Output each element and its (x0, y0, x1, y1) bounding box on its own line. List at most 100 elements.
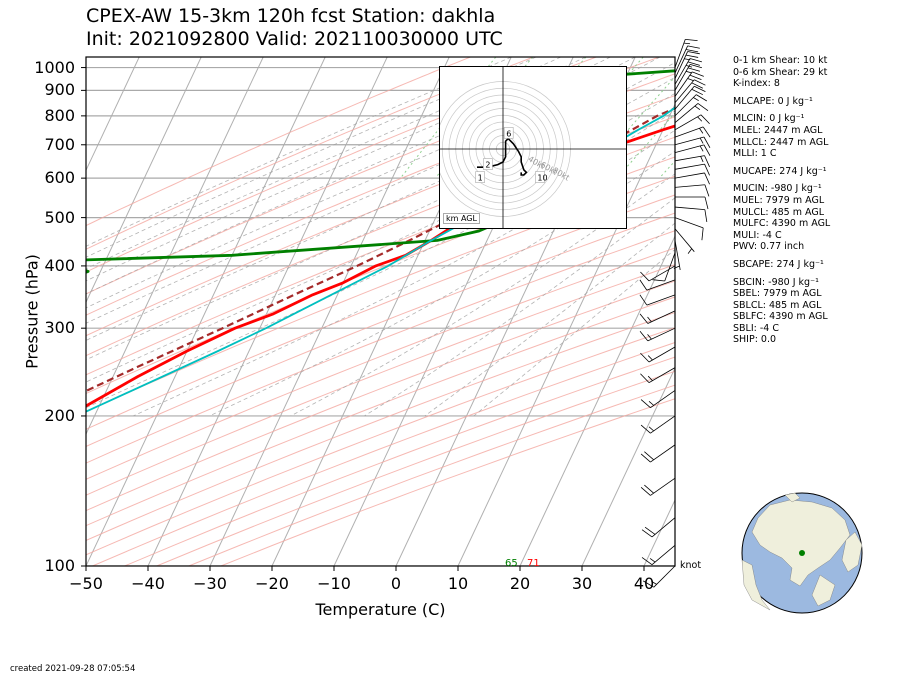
dry-adiabat (86, 264, 675, 496)
globe-land (841, 531, 863, 573)
wind-barb (640, 415, 676, 434)
wetbulb-profile-line (86, 106, 675, 413)
dry-adiabat (86, 194, 675, 430)
dry-adiabat (124, 356, 675, 566)
moist-adiabat (473, 248, 675, 417)
wind-barb (639, 327, 676, 342)
hodograph-height-label: 1 (478, 174, 483, 183)
index-line: MUCAPE: 274 J kg⁻¹ (733, 165, 827, 177)
wind-barb (640, 477, 676, 496)
wind-barb (639, 279, 676, 291)
isotherm-line (86, 57, 140, 172)
x-tick-label: −30 (193, 574, 227, 593)
y-tick-label: 400 (44, 255, 75, 275)
index-line: SBLI: -4 C (733, 322, 779, 334)
y-tick-label: 800 (44, 105, 75, 125)
hodograph-trace (477, 137, 528, 176)
index-line: SBCIN: -980 J kg⁻¹ (733, 276, 819, 288)
isotherm-line (0, 57, 15, 566)
created-timestamp: created 2021-09-28 07:05:54 (10, 664, 136, 674)
wind-barb (674, 64, 703, 91)
y-tick-label: 500 (44, 207, 75, 227)
index-line: SBLFC: 4390 m AGL (733, 311, 828, 323)
wind-barb (674, 136, 711, 149)
globe-land (741, 559, 771, 611)
dry-adiabat (86, 116, 675, 357)
station-marker (799, 550, 805, 556)
wind-barb (641, 517, 676, 538)
isotherm-line (457, 103, 675, 566)
wind-barb (639, 294, 676, 306)
x-tick-label: −50 (69, 574, 103, 593)
index-line: MULI: -4 C (733, 229, 782, 241)
index-line: PWV: 0.77 inch (733, 241, 805, 253)
index-line: MUCIN: -980 J kg⁻¹ (733, 183, 822, 195)
index-line: SBEL: 7979 m AGL (733, 288, 822, 300)
wind-barb (673, 240, 681, 271)
index-line: K-index: 8 (733, 78, 780, 90)
wind-barb (674, 217, 704, 241)
moist-adiabat (86, 76, 675, 361)
moist-adiabat (86, 57, 586, 282)
moist-adiabat (86, 57, 512, 247)
wind-barb (674, 103, 709, 124)
y-tick-label: 900 (44, 80, 75, 100)
index-line: MULCL: 485 m AGL (733, 206, 825, 218)
hodograph-height-label: 2 (485, 161, 490, 170)
dry-adiabat (86, 296, 675, 527)
dry-adiabat (86, 57, 471, 227)
isotherm-line (519, 235, 675, 566)
x-tick-label: 10 (447, 574, 469, 593)
dry-adiabat (86, 280, 675, 512)
wind-barb (641, 545, 676, 565)
wind-barb (674, 79, 706, 103)
hodograph-inset: 40kt 60kt 80kt 1 2 6 10 (435, 66, 627, 229)
dry-adiabat (86, 327, 675, 556)
wind-barb (674, 58, 703, 85)
axis-ticks (81, 67, 645, 571)
isotherm-line (147, 57, 388, 566)
dry-adiabat (92, 341, 675, 566)
index-line: 0-6 km Shear: 29 kt (733, 66, 828, 78)
isotherm-line (86, 57, 326, 566)
wind-unit-label: knot (680, 560, 702, 571)
index-line: MLLCL: 2447 m AGL (733, 136, 829, 148)
index-line: SHIP: 0.0 (733, 334, 777, 346)
x-tick-label: 30 (571, 574, 593, 593)
wind-barb (674, 114, 710, 131)
wind-barb (640, 367, 676, 383)
wind-barb (674, 71, 704, 97)
x-tick-label: 40 (633, 574, 655, 593)
wind-barb (640, 346, 676, 363)
location-globe (741, 492, 863, 614)
wind-barb (639, 310, 676, 324)
isotherm-line (86, 57, 202, 304)
x-tick-label: 20 (509, 574, 531, 593)
wind-barb (674, 38, 698, 68)
y-tick-label: 100 (44, 556, 75, 575)
hodograph-height-box (475, 171, 485, 183)
wind-barb (642, 565, 676, 588)
dry-adiabat (86, 247, 675, 480)
surface-temperature-label: 71 (527, 558, 540, 569)
wind-barbs (639, 38, 711, 588)
isotherm-line (209, 57, 450, 566)
wind-barb (674, 85, 706, 110)
wind-barb (674, 155, 710, 168)
dry-adiabat (86, 230, 675, 464)
wind-barb (674, 206, 708, 222)
globe-land (751, 499, 851, 587)
index-line: MUEL: 7979 m AGL (733, 194, 825, 206)
isotherm-line (581, 366, 675, 566)
y-tick-label: 300 (44, 318, 75, 338)
index-line: SBLCL: 485 m AGL (733, 299, 822, 311)
dry-adiabat (86, 175, 675, 413)
dry-adiabat (86, 311, 675, 542)
globe-land (784, 492, 801, 503)
chart-title-line1: CPEX-AW 15-3km 120h fcst Station: dakhla (86, 5, 496, 27)
x-tick-label: −40 (131, 574, 165, 593)
moist-adiabat (290, 173, 675, 417)
x-axis-label: Temperature (C) (315, 600, 446, 619)
